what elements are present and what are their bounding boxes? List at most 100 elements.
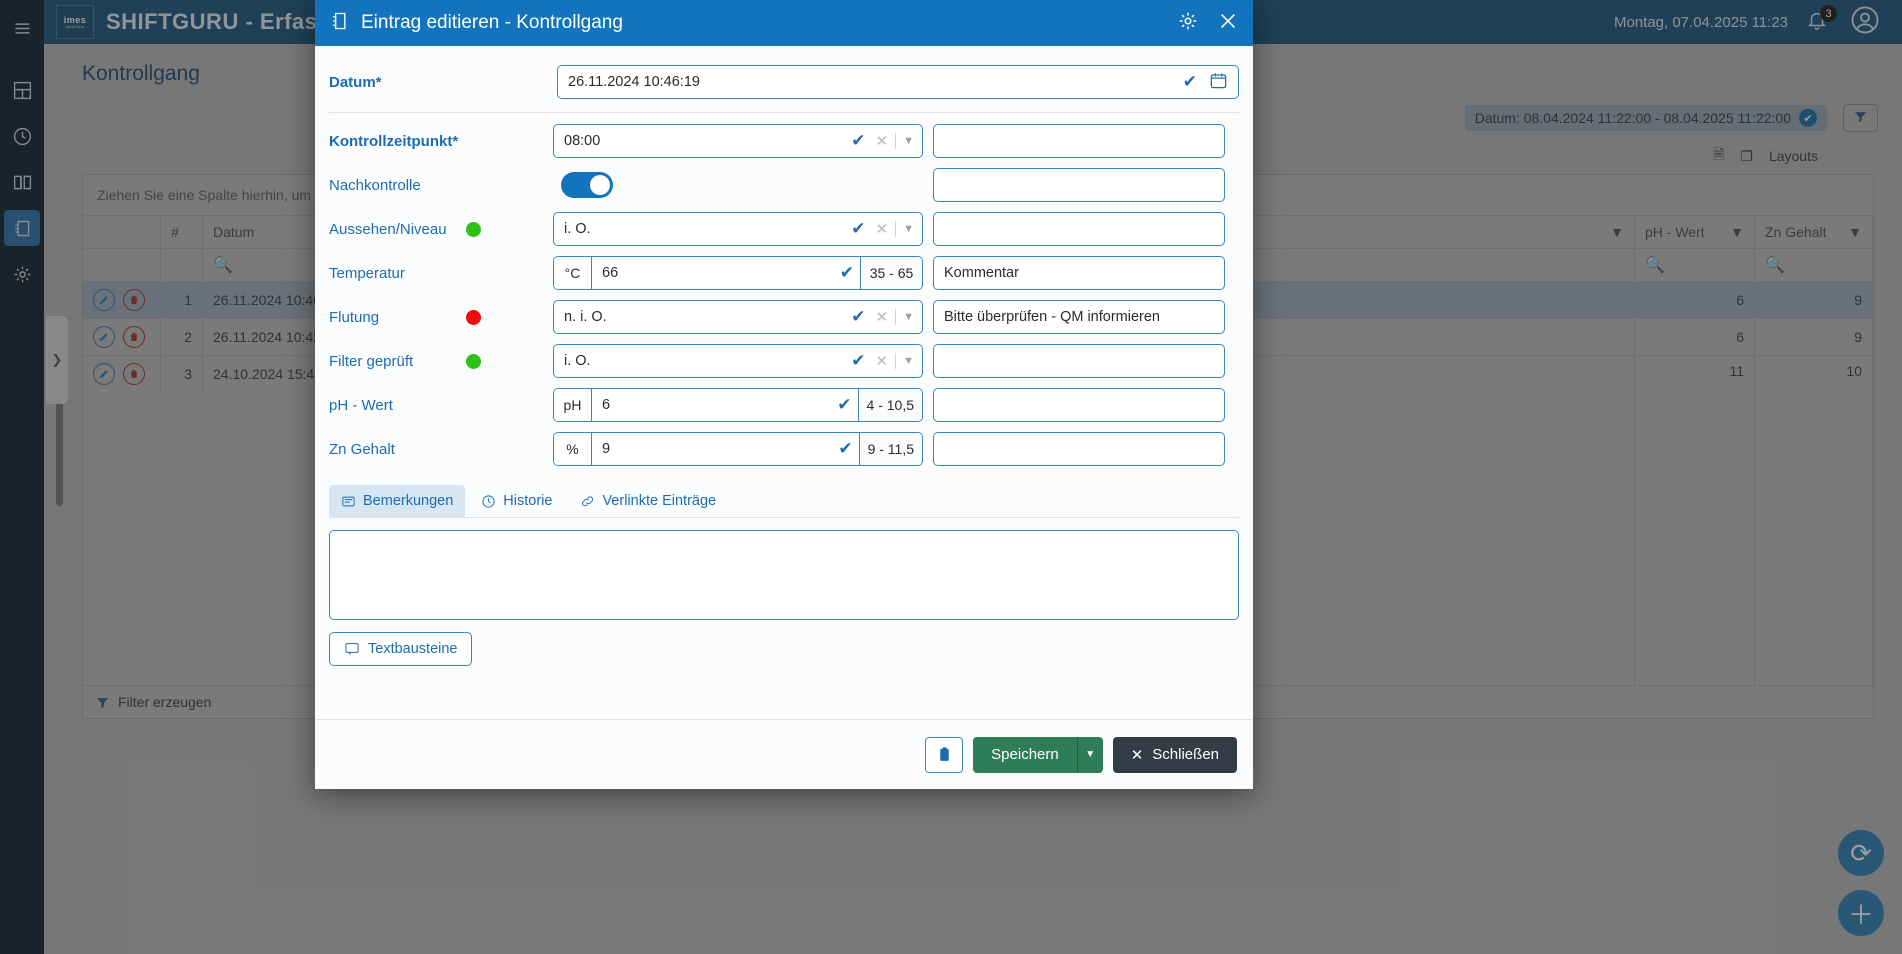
notes-textarea[interactable] xyxy=(329,530,1239,620)
label-zn-gehalt: Zn Gehalt xyxy=(329,440,395,458)
refresh-fab[interactable]: ⟳ xyxy=(1838,830,1884,876)
edit-icon[interactable] xyxy=(93,363,115,385)
chevron-down-icon[interactable]: ▼ xyxy=(903,355,914,367)
valid-check-icon: ✔ xyxy=(837,395,852,414)
comment-value: Bitte überprüfen - QM informieren xyxy=(944,309,1160,325)
comment-temperatur[interactable]: Kommentar xyxy=(933,256,1225,290)
tab-verlinkte-eintraege[interactable]: Verlinkte Einträge xyxy=(568,485,728,517)
control-filter-geprueft: i. O. ✔ ✕ ▼ xyxy=(315,344,1239,378)
copy-icon[interactable]: ❐ xyxy=(1740,147,1753,164)
gear-icon[interactable] xyxy=(4,256,40,292)
delete-icon[interactable] xyxy=(123,363,145,385)
close-button[interactable]: ✕ Schließen xyxy=(1112,736,1237,773)
clear-icon[interactable]: ✕ xyxy=(875,309,889,326)
export-xlsx-icon[interactable]: 🗎 xyxy=(1713,146,1725,162)
scrollbar-thumb[interactable] xyxy=(56,316,63,506)
field-row-aussehen: Aussehen/Niveau i. O. ✔ ✕ ▼ xyxy=(329,207,1239,251)
comment-filter-geprueft[interactable] xyxy=(933,344,1225,378)
range-hint: 9 - 11,5 xyxy=(858,433,922,465)
calendar-icon[interactable] xyxy=(1203,71,1238,94)
header-right-group: Montag, 07.04.2025 11:23 3 xyxy=(1614,5,1890,40)
control-datum: 26.11.2024 10:46:19 ✔ xyxy=(557,65,1239,99)
select-flutung[interactable]: n. i. O. ✔ ✕ ▼ xyxy=(553,300,923,334)
comment-zn-gehalt[interactable] xyxy=(933,432,1225,466)
filter-button[interactable] xyxy=(1843,104,1878,132)
chevron-down-icon[interactable]: ▼ xyxy=(903,135,914,147)
number-input-zn[interactable]: % 9 ✔ 9 - 11,5 xyxy=(553,432,923,466)
clear-icon[interactable]: ✕ xyxy=(875,221,889,238)
field-row-flutung: Flutung n. i. O. ✔ ✕ ▼ Bitte überprüfen … xyxy=(329,295,1239,339)
comment-nachkontrolle[interactable] xyxy=(933,168,1225,202)
save-dropdown-icon[interactable]: ▼ xyxy=(1076,736,1103,773)
date-range-filter[interactable]: Datum: 08.04.2024 11:22:00 - 08.04.2025 … xyxy=(1464,105,1827,131)
panel-expand-handle[interactable]: ❯ xyxy=(46,316,68,404)
select-kontrollzeitpunkt[interactable]: 08:00 ✔ ✕ ▼ xyxy=(553,124,923,158)
create-filter-button[interactable]: Filter erzeugen xyxy=(83,686,1873,718)
close-icon[interactable] xyxy=(1217,10,1239,37)
edit-entry-dialog: Eintrag editieren - Kontrollgang Datum* … xyxy=(315,0,1253,789)
date-input[interactable]: 26.11.2024 10:46:19 ✔ xyxy=(557,65,1239,99)
sidebar-item-protocol[interactable] xyxy=(4,210,40,246)
dashboard-icon[interactable] xyxy=(4,72,40,108)
number-input-ph[interactable]: pH 6 ✔ 4 - 10,5 xyxy=(553,388,923,422)
grid-col-zn[interactable]: Zn Gehalt ▼ xyxy=(1755,216,1873,248)
comment-aussehen[interactable] xyxy=(933,212,1225,246)
select-aussehen[interactable]: i. O. ✔ ✕ ▼ xyxy=(553,212,923,246)
range-hint: 35 - 65 xyxy=(860,257,922,289)
fab-group: ⟳ ＋ xyxy=(1838,830,1884,936)
tab-historie[interactable]: Historie xyxy=(469,485,564,517)
clear-icon[interactable]: ✕ xyxy=(875,133,889,150)
tab-bemerkungen[interactable]: Bemerkungen xyxy=(329,485,466,517)
add-fab[interactable]: ＋ xyxy=(1838,890,1884,936)
delete-icon[interactable] xyxy=(123,289,145,311)
book-icon[interactable] xyxy=(4,164,40,200)
toggle-nachkontrolle[interactable] xyxy=(561,172,613,198)
label-temperatur: Temperatur xyxy=(329,264,405,282)
notifications-button[interactable]: 3 xyxy=(1806,5,1837,35)
comment-kontrollzeitpunkt[interactable] xyxy=(933,124,1225,158)
chevron-down-icon[interactable]: ▼ xyxy=(903,223,914,235)
comment-flutung[interactable]: Bitte überprüfen - QM informieren xyxy=(933,300,1225,334)
filter-icon[interactable]: ▼ xyxy=(1730,224,1744,240)
textbausteine-button[interactable]: Textbausteine xyxy=(329,632,473,666)
search-input-zn[interactable]: 🔍 xyxy=(1755,249,1873,281)
label-flutung: Flutung xyxy=(329,308,380,326)
filter-icon[interactable]: ▼ xyxy=(1848,224,1862,240)
field-row-zn-gehalt: Zn Gehalt % 9 ✔ 9 - 11,5 xyxy=(329,427,1239,471)
status-indicator-green xyxy=(466,221,481,237)
hamburger-menu-icon[interactable] xyxy=(4,10,40,46)
clear-icon[interactable]: ✕ xyxy=(875,353,889,370)
create-filter-label: Filter erzeugen xyxy=(118,694,212,710)
search-input-ph[interactable]: 🔍 xyxy=(1635,249,1755,281)
comment-ph-wert[interactable] xyxy=(933,388,1225,422)
range-hint: 4 - 10,5 xyxy=(857,389,922,421)
edit-icon[interactable] xyxy=(93,326,115,348)
row-spacer xyxy=(403,319,1635,355)
brand-logo: imes solutions xyxy=(56,5,94,39)
delete-icon[interactable] xyxy=(123,326,145,348)
filter-icon[interactable]: ▼ xyxy=(1610,224,1624,240)
label-aussehen: Aussehen/Niveau xyxy=(329,220,447,238)
select-filter-geprueft[interactable]: i. O. ✔ ✕ ▼ xyxy=(553,344,923,378)
edit-icon[interactable] xyxy=(93,289,115,311)
chevron-down-icon[interactable]: ▼ xyxy=(903,311,914,323)
grid-col-number[interactable]: # xyxy=(161,216,203,248)
valid-check-icon: ✔ xyxy=(851,219,866,238)
grid-col-ph[interactable]: pH - Wert ▼ xyxy=(1635,216,1755,248)
avatar[interactable] xyxy=(1850,5,1880,40)
valid-check-icon: ✔ xyxy=(1182,72,1197,91)
save-button[interactable]: Speichern xyxy=(973,736,1077,773)
number-input-temperatur[interactable]: °C 66 ✔ 35 - 65 xyxy=(553,256,923,290)
clipboard-button[interactable] xyxy=(925,736,964,773)
select-value: i. O. xyxy=(564,353,591,369)
field-row-kontrollzeitpunkt: Kontrollzeitpunkt* 08:00 ✔ ✕ ▼ xyxy=(329,119,1239,163)
label-ph-wert: pH - Wert xyxy=(329,396,393,414)
gear-icon[interactable] xyxy=(1177,10,1199,37)
divider xyxy=(895,221,897,237)
select-value: 08:00 xyxy=(564,133,601,149)
divider xyxy=(895,309,897,325)
row-zn: 9 xyxy=(1755,319,1873,355)
number-value: 6 xyxy=(602,397,611,413)
layouts-button[interactable]: Layouts xyxy=(1768,148,1818,164)
clock-history-icon[interactable] xyxy=(4,118,40,154)
